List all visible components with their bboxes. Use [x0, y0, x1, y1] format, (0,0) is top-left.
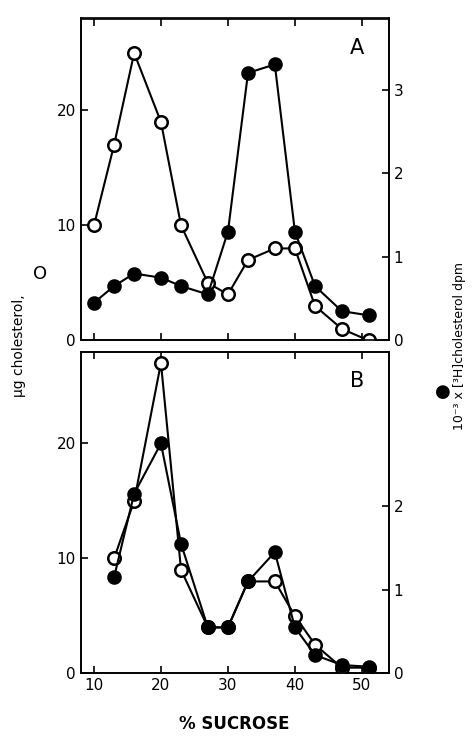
Text: µg cholesterol,: µg cholesterol, [12, 295, 26, 397]
Text: A: A [350, 38, 365, 58]
Text: ●: ● [435, 383, 451, 401]
Text: 10⁻³ x [³H]cholesterol dpm: 10⁻³ x [³H]cholesterol dpm [453, 262, 466, 430]
Text: O: O [33, 265, 47, 283]
Text: % SUCROSE: % SUCROSE [179, 715, 290, 733]
Text: B: B [350, 371, 365, 391]
